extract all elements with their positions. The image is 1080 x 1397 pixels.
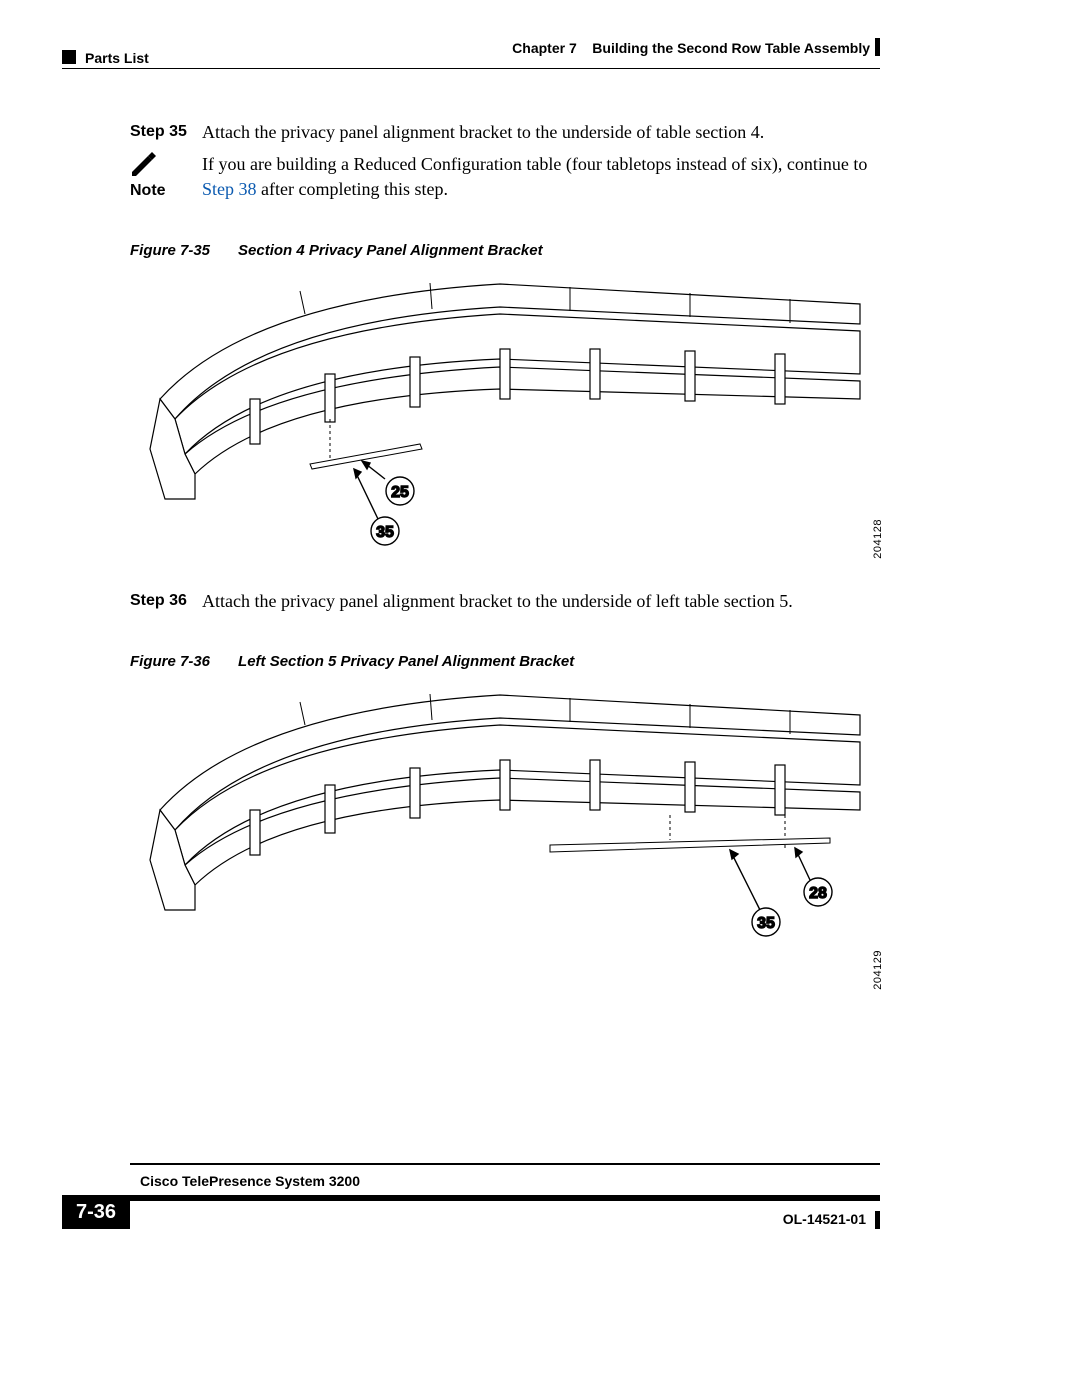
note-row: Note If you are building a Reduced Confi… xyxy=(130,152,880,202)
step-35-text: Attach the privacy panel alignment brack… xyxy=(202,120,880,144)
note-label: Note xyxy=(130,180,166,202)
figure-36-ref: 204129 xyxy=(872,950,884,990)
figure-35: 25 35 204128 xyxy=(130,269,880,559)
figure-35-title: Section 4 Privacy Panel Alignment Bracke… xyxy=(238,242,543,259)
note-suffix: after completing this step. xyxy=(257,179,448,199)
fig35-callout-a: 25 xyxy=(391,484,409,501)
figure-35-label: Figure 7-35 xyxy=(130,242,210,259)
figure-36-caption: Figure 7-36 Left Section 5 Privacy Panel … xyxy=(130,653,880,670)
chapter-title: Building the Second Row Table Assembly xyxy=(592,40,870,56)
content-area: Step 35 Attach the privacy panel alignme… xyxy=(130,120,880,1020)
page-number: 7-36 xyxy=(62,1198,130,1229)
pencil-icon xyxy=(130,152,158,176)
step-35-row: Step 35 Attach the privacy panel alignme… xyxy=(130,120,880,144)
fig36-callout-b: 35 xyxy=(757,915,775,932)
step-36-row: Step 36 Attach the privacy panel alignme… xyxy=(130,589,880,613)
figure-36-svg: 28 35 xyxy=(130,680,880,990)
figure-35-caption: Figure 7-35 Section 4 Privacy Panel Align… xyxy=(130,242,880,259)
footer-docnum: OL-14521-01 xyxy=(783,1211,866,1227)
figure-36-title: Left Section 5 Privacy Panel Alignment B… xyxy=(238,653,574,670)
header-section: Parts List xyxy=(85,50,149,66)
step-36-text: Attach the privacy panel alignment brack… xyxy=(202,589,880,613)
figure-36: 28 35 204129 xyxy=(130,680,880,990)
footer-stripe xyxy=(62,1195,880,1201)
footer-product: Cisco TelePresence System 3200 xyxy=(140,1173,360,1189)
footer-rule-upper xyxy=(130,1163,880,1165)
fig35-callout-b: 35 xyxy=(376,524,394,541)
step-36-label: Step 36 xyxy=(130,589,202,613)
note-prefix: If you are building a Reduced Configurat… xyxy=(202,154,867,174)
figure-35-ref: 204128 xyxy=(872,519,884,559)
note-icon-column: Note xyxy=(130,152,202,202)
note-link[interactable]: Step 38 xyxy=(202,179,257,199)
header-right: Chapter 7 Building the Second Row Table … xyxy=(512,40,870,56)
fig36-callout-a: 28 xyxy=(809,885,827,902)
header-right-bar xyxy=(875,38,880,56)
footer-docbar xyxy=(875,1211,880,1229)
header-rule xyxy=(62,68,880,69)
note-body: If you are building a Reduced Configurat… xyxy=(202,152,880,202)
chapter-label: Chapter 7 xyxy=(512,40,577,56)
figure-36-label: Figure 7-36 xyxy=(130,653,210,670)
header-left-marker xyxy=(62,50,76,64)
step-35-label: Step 35 xyxy=(130,120,202,144)
figure-35-svg: 25 35 xyxy=(130,269,880,559)
